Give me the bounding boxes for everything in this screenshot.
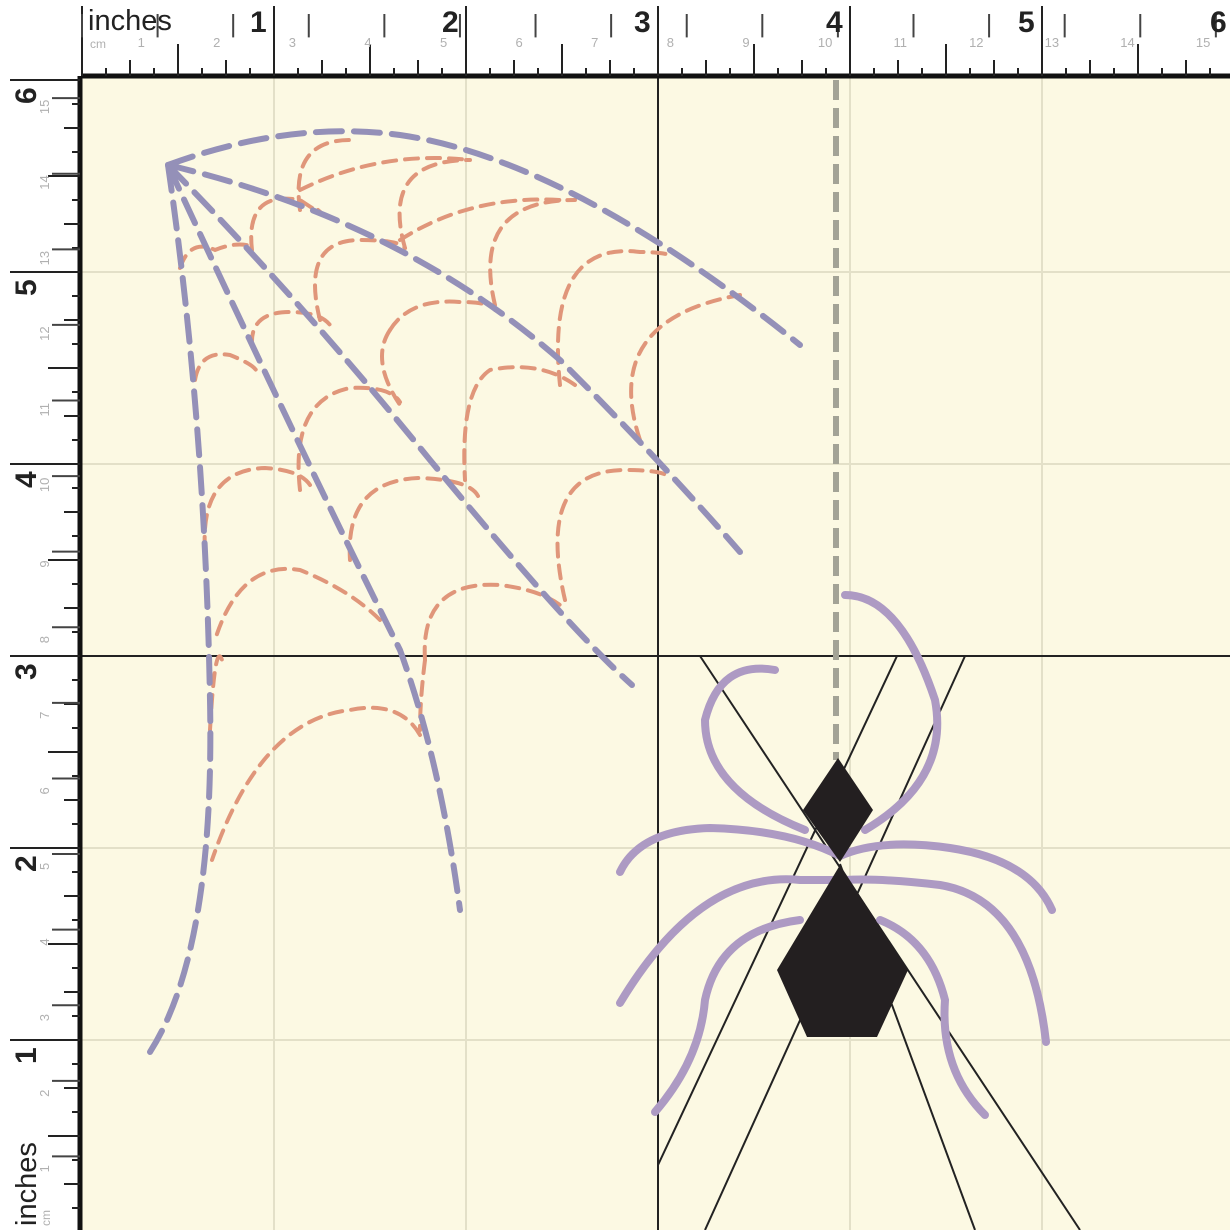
web-radial-lower — [165, 162, 463, 913]
top-ruler-cm-number: 11 — [893, 35, 907, 50]
left-ruler-inch-number: 4 — [10, 471, 43, 488]
left-ruler-cm-number: 7 — [37, 712, 52, 719]
top-ruler-cm-number: 3 — [289, 35, 296, 50]
left-ruler-cm-number: 12 — [37, 326, 52, 340]
top-ruler-cm-number: 15 — [1196, 35, 1210, 50]
web-radial-outer — [147, 162, 214, 1055]
left-ruler-cm-number: 10 — [37, 478, 52, 492]
spider-icon — [616, 591, 1056, 1119]
left-ruler-cm-number: 14 — [37, 175, 52, 189]
top-ruler-cm-number: 7 — [591, 35, 598, 50]
web-radial-upper — [165, 162, 743, 555]
top-ruler-cm-number: 13 — [1045, 35, 1059, 50]
top-ruler-cm-number: 2 — [213, 35, 220, 50]
spider-head — [803, 758, 873, 862]
top-ruler-cm-number: 1 — [138, 35, 145, 50]
spider-body — [777, 758, 908, 1037]
top-ruler-cm-number: 6 — [516, 35, 523, 50]
top-ruler-inch-number: 2 — [442, 6, 459, 39]
left-ruler-cm-number: 9 — [37, 560, 52, 567]
left-ruler-cm-number: 11 — [37, 403, 52, 417]
top-ruler-cm-number: 14 — [1120, 35, 1134, 50]
spider-legs — [616, 591, 1056, 1119]
left-ruler-cm-number: 5 — [37, 863, 52, 870]
web-radial-top — [165, 128, 803, 348]
left-ruler-cm-number: 15 — [37, 100, 52, 114]
spider-abdomen — [777, 865, 908, 1037]
web-radial-middle — [165, 162, 635, 688]
left-ruler-cm-number: 4 — [37, 938, 52, 945]
left-ruler-cm-number: 6 — [37, 787, 52, 794]
center-guide-lines — [82, 78, 1230, 1230]
top-ruler-inch-number: 1 — [250, 6, 267, 39]
web-radial-threads — [147, 128, 803, 1055]
left-ruler-cm-number: 13 — [37, 251, 52, 265]
top-ruler-cm-number: 5 — [440, 35, 447, 50]
web-spiral-threads — [178, 138, 742, 862]
top-ruler-cm-number: 8 — [667, 35, 674, 50]
top-ruler-inch-number: 5 — [1018, 6, 1035, 39]
left-ruler-cm-number: 2 — [37, 1090, 52, 1097]
top-ruler-inch-number: 6 — [1210, 6, 1227, 39]
left-ruler-inch-number: 6 — [10, 87, 43, 104]
left-ruler-cm-label: cm — [39, 1210, 53, 1226]
left-ruler-inch-number: 2 — [10, 855, 43, 872]
top-ruler-cm-number: 10 — [818, 35, 832, 50]
left-ruler-cm-number: 3 — [37, 1014, 52, 1021]
left-ruler-cm-number: 1 — [37, 1165, 52, 1172]
left-ruler-unit-label: inches — [11, 1142, 43, 1226]
top-ruler-inch-number: 3 — [634, 6, 651, 39]
left-ruler-inch-number: 3 — [10, 663, 43, 680]
spider-web-icon — [147, 128, 803, 1055]
left-ruler-inch-number: 5 — [10, 279, 43, 296]
top-ruler-unit-label: inches — [88, 5, 172, 37]
top-ruler-cm-number: 12 — [969, 35, 983, 50]
left-ruler-cm-number: 8 — [37, 636, 52, 643]
top-ruler-cm-number: 4 — [364, 35, 371, 50]
top-ruler-cm-number: 9 — [742, 35, 749, 50]
top-ruler-cm-label: cm — [90, 37, 106, 51]
top-ruler-inch-number: 4 — [826, 6, 843, 39]
left-ruler-inch-number: 1 — [10, 1047, 43, 1064]
